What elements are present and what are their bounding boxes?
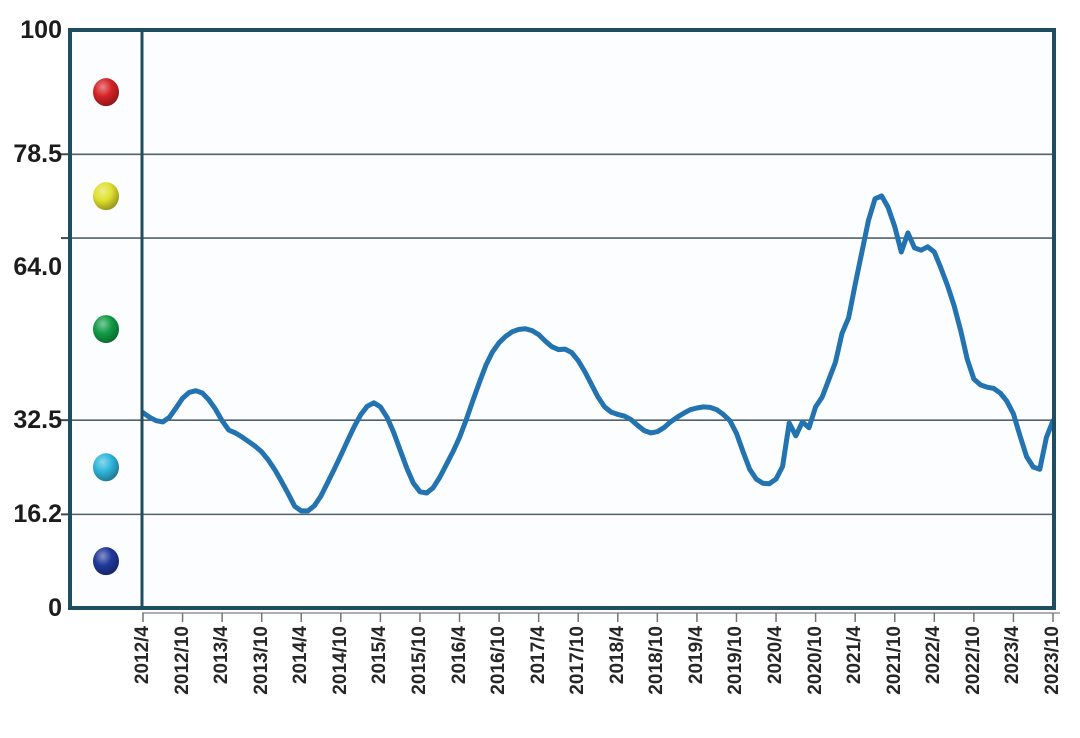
x-tick-label: 2013/4 bbox=[211, 626, 233, 685]
x-tick-label: 2020/4 bbox=[765, 626, 787, 685]
zone-column bbox=[93, 78, 119, 576]
zone-marker-light-blue bbox=[93, 453, 119, 482]
y-tick-label: 16.2 bbox=[13, 500, 62, 529]
x-tick-label: 2016/4 bbox=[448, 626, 470, 685]
chart-frame bbox=[68, 28, 1056, 610]
x-tick-label: 2022/4 bbox=[923, 626, 945, 685]
y-tick-label: 0 bbox=[48, 594, 62, 622]
x-tick-label: 2013/10 bbox=[250, 626, 272, 695]
zone-marker-dark-blue bbox=[93, 547, 119, 576]
y-tick-label: 64.0 bbox=[13, 253, 62, 281]
x-tick-label: 2021/4 bbox=[844, 626, 866, 685]
x-tick-label: 2014/10 bbox=[329, 626, 351, 695]
x-tick-label: 2015/4 bbox=[369, 626, 391, 685]
zone-marker-yellow bbox=[93, 182, 119, 211]
x-tick-label: 2019/4 bbox=[685, 626, 707, 685]
grid-layer bbox=[61, 153, 1054, 516]
plot-bg bbox=[70, 30, 1054, 608]
x-tick-label: 2021/10 bbox=[883, 626, 905, 695]
x-tick-label: 2020/10 bbox=[804, 626, 826, 695]
x-tick-label: 2018/4 bbox=[606, 626, 628, 685]
x-tick-label: 2023/10 bbox=[1042, 626, 1063, 695]
outer-frame bbox=[68, 28, 1056, 610]
x-tick-label: 2012/10 bbox=[171, 626, 193, 695]
x-tick-label: 2016/10 bbox=[488, 626, 510, 695]
y-tick-label: 32.5 bbox=[13, 406, 62, 435]
x-tick-label: 2018/10 bbox=[646, 626, 668, 695]
x-axis bbox=[142, 612, 1060, 622]
x-tick-label: 2012/4 bbox=[132, 626, 153, 685]
x-tick-label: 2019/10 bbox=[725, 626, 747, 695]
x-tick-label: 2014/4 bbox=[290, 626, 312, 685]
y-tick-label: 78.5 bbox=[13, 140, 62, 169]
x-tick-label: 2015/10 bbox=[408, 626, 430, 695]
index-line bbox=[140, 193, 1056, 514]
series-layer bbox=[140, 193, 1056, 514]
zone-marker-green bbox=[93, 315, 119, 344]
x-tick-label: 2017/4 bbox=[527, 626, 549, 685]
x-tick-label: 2022/10 bbox=[962, 626, 984, 695]
y-tick-label: 100 bbox=[20, 16, 62, 44]
plot-background bbox=[70, 30, 1054, 608]
x-tick-label: 2023/4 bbox=[1002, 626, 1024, 685]
x-tick-label: 2017/10 bbox=[567, 626, 589, 695]
zone-marker-red bbox=[93, 78, 119, 107]
